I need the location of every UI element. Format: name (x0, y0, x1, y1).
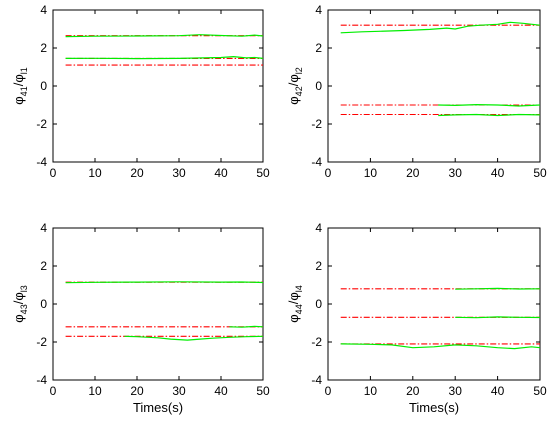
x-tick-label: 10 (88, 384, 102, 398)
x-tick-label: 30 (449, 166, 463, 180)
y-tick-label: 2 (40, 41, 47, 55)
data-layer (340, 21, 540, 117)
y-tick-label: 4 (315, 221, 322, 235)
x-tick-label: 50 (533, 166, 547, 180)
y-tick-label: 4 (40, 221, 47, 235)
x-tick-label: 50 (256, 166, 270, 180)
x-tick-label: 30 (449, 384, 463, 398)
estimate-series-2 (229, 325, 263, 328)
y-tick-label: 4 (40, 3, 47, 17)
plot-area (52, 9, 264, 163)
estimate-series-1 (65, 34, 263, 38)
x-tick-label: 40 (491, 166, 505, 180)
y-axis-label: φ41/φl1 (11, 67, 29, 105)
plot-area (52, 227, 264, 381)
x-tick-label: 0 (50, 166, 57, 180)
x-tick-label: 10 (364, 384, 378, 398)
estimate-series-2 (455, 316, 540, 319)
y-tick-label: -2 (36, 117, 47, 131)
y-tick-label: -2 (36, 335, 47, 349)
x-tick-label: 40 (214, 166, 228, 180)
x-tick-label: 30 (172, 384, 186, 398)
y-tick-label: 2 (315, 41, 322, 55)
x-tick-label: 30 (172, 166, 186, 180)
y-tick-label: 0 (40, 297, 47, 311)
x-axis-label: Times(s) (409, 400, 459, 415)
data-layer (65, 281, 263, 341)
x-tick-label: 0 (325, 384, 332, 398)
x-tick-label: 40 (214, 384, 228, 398)
chart-panel-1: 0 10 20 30 40 50 -4 -2 0 2 4 φ41/φl1 (11, 3, 270, 180)
chart-panel-4: 0 10 20 30 40 50 -4 -2 0 2 4 φ44/φl4 Times(s) (286, 221, 547, 415)
plot-area (327, 9, 541, 163)
y-axis-label: φ44/φl4 (286, 285, 304, 323)
x-axis-label: Times(s) (133, 400, 183, 415)
data-layer (65, 34, 263, 66)
estimate-series-1 (340, 21, 540, 34)
estimate-series-3 (438, 113, 540, 117)
x-tick-label: 50 (256, 384, 270, 398)
x-tick-label: 20 (406, 384, 420, 398)
y-tick-label: 0 (40, 79, 47, 93)
estimate-series-1 (65, 281, 263, 284)
x-tick-label: 10 (364, 166, 378, 180)
y-tick-label: 2 (315, 259, 322, 273)
x-tick-label: 40 (491, 384, 505, 398)
estimate-series-2 (65, 55, 263, 60)
chart-panel-3: 0 10 20 30 40 50 -4 -2 0 2 4 φ43/φl3 Times(s) (11, 221, 270, 415)
x-tick-label: 20 (406, 166, 420, 180)
y-tick-label: 0 (315, 79, 322, 93)
estimate-series-3 (340, 343, 540, 350)
y-tick-label: -2 (311, 117, 322, 131)
x-tick-label: 0 (325, 166, 332, 180)
chart-panel-2: 0 10 20 30 40 50 -4 -2 0 2 4 φ42/φl2 (286, 3, 547, 180)
y-axis-label: φ43/φl3 (11, 285, 29, 323)
y-tick-label: 4 (315, 3, 322, 17)
y-tick-label: -4 (36, 155, 47, 169)
y-tick-label: 0 (315, 297, 322, 311)
estimate-series-3 (124, 335, 263, 341)
x-tick-label: 20 (130, 166, 144, 180)
y-tick-label: -4 (36, 373, 47, 387)
y-tick-label: -2 (311, 335, 322, 349)
x-tick-label: 0 (50, 384, 57, 398)
plot-area (327, 227, 541, 381)
data-layer (340, 287, 540, 350)
estimate-series-2 (438, 103, 540, 107)
x-tick-label: 10 (88, 166, 102, 180)
x-tick-label: 50 (533, 384, 547, 398)
y-tick-label: 2 (40, 259, 47, 273)
y-axis-label: φ42/φl2 (286, 67, 304, 105)
estimate-series-1 (455, 287, 540, 290)
y-tick-label: -4 (311, 155, 322, 169)
x-tick-label: 20 (130, 384, 144, 398)
y-tick-label: -4 (311, 373, 322, 387)
